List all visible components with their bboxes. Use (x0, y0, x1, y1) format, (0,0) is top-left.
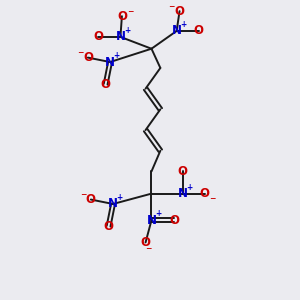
Text: N: N (146, 214, 157, 227)
Text: O: O (100, 78, 111, 91)
Text: O: O (141, 236, 151, 249)
Text: O: O (169, 214, 179, 227)
Text: −: − (209, 194, 216, 203)
Text: −: − (77, 48, 83, 57)
Text: N: N (105, 56, 115, 68)
Text: −: − (145, 244, 152, 253)
Text: +: + (186, 183, 192, 192)
Text: O: O (117, 10, 127, 23)
Text: −: − (80, 190, 86, 199)
Text: +: + (155, 209, 161, 218)
Text: N: N (116, 30, 125, 44)
Text: +: + (113, 51, 120, 60)
Text: O: O (200, 187, 210, 200)
Text: O: O (93, 30, 103, 44)
Text: O: O (178, 165, 188, 178)
Text: N: N (178, 187, 188, 200)
Text: N: N (108, 197, 118, 211)
Text: O: O (175, 5, 184, 18)
Text: −: − (168, 2, 175, 11)
Text: +: + (116, 193, 123, 202)
Text: O: O (103, 220, 114, 233)
Text: O: O (83, 51, 93, 64)
Text: O: O (86, 193, 96, 206)
Text: +: + (180, 20, 186, 29)
Text: +: + (124, 26, 130, 35)
Text: N: N (172, 25, 182, 38)
Text: −: − (127, 7, 133, 16)
Text: O: O (194, 25, 204, 38)
